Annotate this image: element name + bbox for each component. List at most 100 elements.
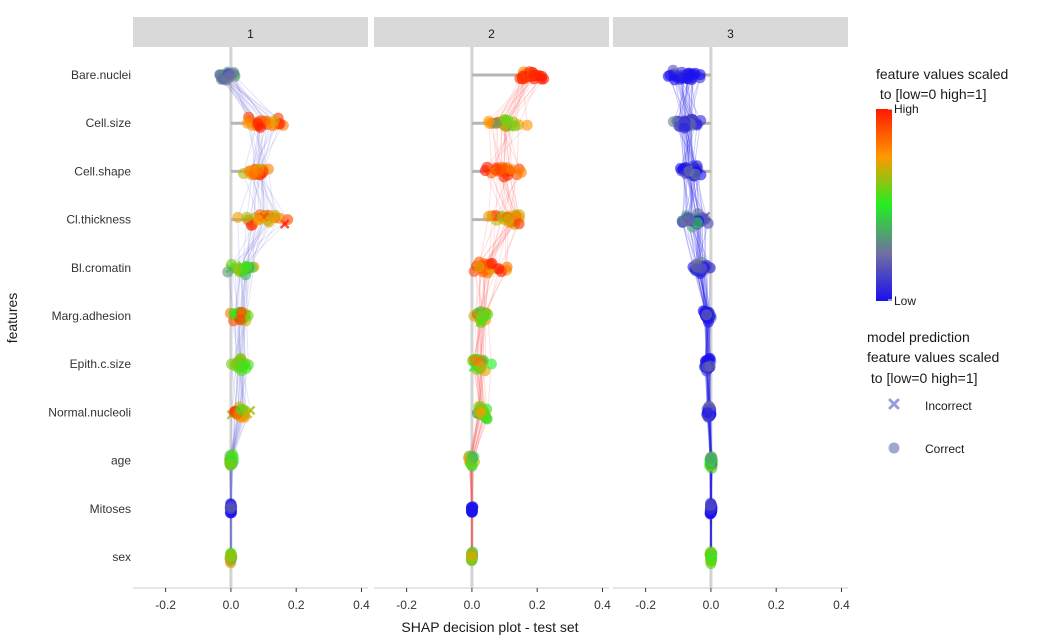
correct-point xyxy=(232,211,244,223)
correct-point xyxy=(234,353,246,365)
correct-point xyxy=(241,117,253,129)
feature-label: sex xyxy=(112,550,131,564)
correct-point xyxy=(483,115,495,127)
correct-point xyxy=(482,308,494,320)
correct-point xyxy=(224,69,236,81)
color-legend-title-line1: feature values scaled xyxy=(876,66,1008,82)
facet-panel-2: 2 -0.2 0.0 0.2 0.4 xyxy=(374,17,611,612)
correct-point xyxy=(225,503,237,515)
correct-point xyxy=(678,122,690,134)
correct-point xyxy=(506,164,518,176)
correct-point xyxy=(493,263,505,275)
feature-label: Epith.c.size xyxy=(70,357,132,371)
correct-point xyxy=(466,506,478,518)
legend-correct-symbol xyxy=(888,442,900,454)
correct-point xyxy=(469,354,481,366)
correct-point xyxy=(485,358,497,370)
legend-incorrect-label: Incorrect xyxy=(925,399,972,413)
correct-point xyxy=(705,500,716,511)
correct-point xyxy=(701,361,713,373)
correct-point xyxy=(232,362,244,374)
feature-label: Marg.adhesion xyxy=(52,309,131,323)
feature-label: Cell.size xyxy=(86,116,132,130)
shape-legend-title-line1: model prediction xyxy=(867,329,970,345)
correct-point xyxy=(225,549,237,561)
facet-strip-bg xyxy=(613,17,848,47)
color-legend-low-label: Low xyxy=(894,294,916,308)
color-legend-title-line2: to [low=0 high=1] xyxy=(876,86,987,102)
correct-point xyxy=(468,451,480,463)
correct-point xyxy=(222,266,234,278)
correct-point xyxy=(481,413,493,425)
facet-strip-label: 1 xyxy=(247,27,254,41)
color-legend-bar xyxy=(876,109,892,301)
correct-point xyxy=(528,69,540,81)
facet-strip-bg xyxy=(374,17,609,47)
correct-point xyxy=(237,264,249,276)
correct-point xyxy=(664,69,676,81)
correct-point xyxy=(518,73,530,85)
correct-point xyxy=(481,161,493,173)
x-tick-label: 0.4 xyxy=(353,598,370,612)
correct-point xyxy=(254,122,266,133)
correct-point xyxy=(513,218,525,230)
correct-point xyxy=(501,261,513,273)
facet-strip-label: 2 xyxy=(488,27,495,41)
correct-point xyxy=(466,550,478,562)
observation-points xyxy=(214,66,294,569)
correct-point xyxy=(502,214,514,226)
facet-panels: 1 -0.2 0.0 0.2 0.4 2 -0.2 0.0 0.2 0.4 3 -0.2 0.0 0.2 0… xyxy=(133,17,850,612)
correct-point xyxy=(252,214,264,226)
x-tick-label: 0.0 xyxy=(464,598,481,612)
correct-point xyxy=(702,407,714,419)
x-tick-label: 0.2 xyxy=(288,598,305,612)
feature-labels: Bare.nuclei Cell.size Cell.shape Cl.thickne… xyxy=(48,68,131,564)
feature-label: Mitoses xyxy=(90,502,131,516)
correct-point xyxy=(695,262,707,274)
x-tick-label: 0.4 xyxy=(833,598,850,612)
x-tick-label: 0.2 xyxy=(768,598,785,612)
shape-legend-title-line2: feature values scaled xyxy=(867,349,999,365)
correct-point xyxy=(263,216,275,228)
correct-point xyxy=(704,452,716,464)
correct-point xyxy=(515,166,527,178)
legend-incorrect-symbol xyxy=(888,398,900,410)
x-axis-title: SHAP decision plot - test set xyxy=(401,619,578,635)
correct-point xyxy=(684,214,696,226)
correct-point xyxy=(483,210,494,222)
color-legend-high-label: High xyxy=(894,102,919,116)
facet-panel-1: 1 -0.2 0.0 0.2 0.4 xyxy=(133,17,370,612)
incorrect-point xyxy=(486,165,497,175)
x-tick-label: 0.0 xyxy=(703,598,720,612)
shape-legend-title-line3: to [low=0 high=1] xyxy=(867,370,978,386)
x-tick-label: 0.0 xyxy=(223,598,240,612)
correct-point xyxy=(695,115,707,126)
color-legend: feature values scaled to [low=0 high=1] … xyxy=(876,66,1008,308)
feature-label: Cl.thickness xyxy=(66,213,131,227)
correct-point xyxy=(235,306,247,318)
correct-point xyxy=(689,168,701,180)
correct-point xyxy=(536,70,548,82)
observation-points xyxy=(662,64,719,570)
correct-point xyxy=(473,261,485,273)
feature-label: age xyxy=(111,454,131,468)
correct-point xyxy=(225,457,237,469)
facet-panel-3: 3 -0.2 0.0 0.2 0.4 xyxy=(613,17,850,612)
correct-point xyxy=(521,119,533,131)
incorrect-point xyxy=(475,317,486,328)
observation-points xyxy=(462,66,550,567)
correct-point xyxy=(241,211,253,223)
shape-legend: model prediction feature values scaled t… xyxy=(867,329,999,456)
y-axis-title: features xyxy=(4,293,20,344)
correct-point xyxy=(235,404,247,415)
correct-point xyxy=(246,167,258,179)
feature-label: Bl.cromatin xyxy=(71,261,131,275)
legend-correct-label: Correct xyxy=(925,442,965,456)
feature-label: Normal.nucleoli xyxy=(48,405,131,419)
x-tick-label: -0.2 xyxy=(155,598,176,612)
facet-strip-bg xyxy=(133,17,368,47)
x-tick-label: 0.2 xyxy=(529,598,546,612)
x-tick-label: -0.2 xyxy=(635,598,656,612)
feature-label: Bare.nuclei xyxy=(71,68,131,82)
